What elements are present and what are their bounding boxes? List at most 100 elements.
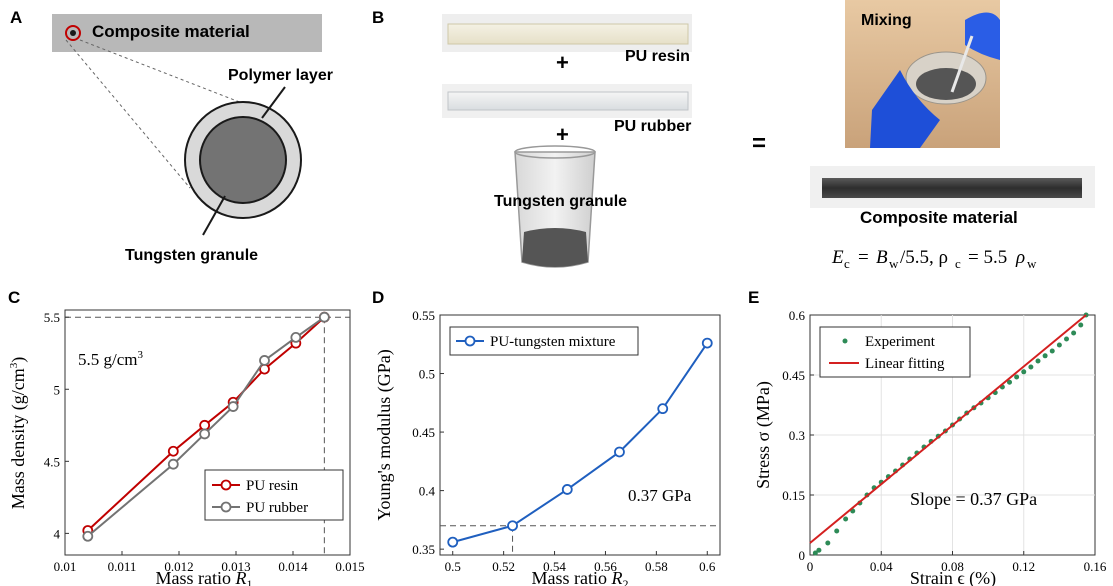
- ytick-label-d-1: 0.4: [419, 484, 436, 499]
- formula-eq2: = 5.5: [968, 247, 1007, 268]
- ytick-label-d-2: 0.45: [412, 425, 435, 440]
- ytick-label-e-3: 0.45: [782, 368, 805, 383]
- ytick-label-c-1: 4.5: [44, 454, 60, 469]
- xtick-label-d-5: 0.6: [699, 559, 716, 574]
- point-d-0-1: [507, 520, 518, 532]
- scatter-point-e-32: [1042, 353, 1048, 359]
- annotation-d: 0.37 GPa: [628, 486, 692, 505]
- formula-rc-sub: c: [955, 256, 961, 271]
- chart-stress-strain: 0 0.04 0.08 0.12 0.16 0 0.15 0.3 0.45 0.6 Slope =…: [753, 308, 1107, 586]
- ylabel-e: Stress σ (MPa): [753, 381, 774, 489]
- plus-sign-2: +: [556, 122, 569, 147]
- banner-label: Composite material: [92, 22, 250, 41]
- ticks-e: 0 0.04 0.08 0.12 0.16 0 0.15 0.3 0.45 0.6: [782, 308, 1107, 574]
- ytick-label-e-2: 0.3: [789, 428, 805, 443]
- xtick-label-e-4: 0.16: [1084, 559, 1107, 574]
- scatter-point-e-3: [834, 528, 840, 534]
- legend-d-mixture: PU-tungsten mixture: [490, 334, 616, 350]
- tungsten-powder: [522, 228, 588, 267]
- point-d-0-3: [614, 446, 625, 458]
- xtick-label-c-3: 0.013: [221, 559, 250, 574]
- point-c-0-2: [199, 419, 211, 431]
- marks-e: [809, 312, 1089, 556]
- annotation-e: Slope = 0.37 GPa: [910, 489, 1037, 509]
- formula-bw-sub: w: [889, 256, 899, 271]
- point-d-0-5: [701, 337, 713, 349]
- scatter-point-e-1: [816, 547, 822, 553]
- xtick-label-c-2: 0.012: [164, 559, 193, 574]
- scatter-point-e-37: [1078, 322, 1084, 328]
- fit-line-e: [809, 314, 1087, 544]
- annotation-c: 5.5 g/cm3: [78, 349, 144, 369]
- ytick-label-e-4: 0.6: [789, 308, 806, 323]
- granule-marker-icon: [65, 25, 81, 41]
- scatter-point-e-29: [1021, 369, 1027, 375]
- composite-strip: [822, 178, 1082, 198]
- point-d-0-2: [561, 484, 573, 495]
- mixing-label: Mixing: [861, 12, 912, 29]
- series-line-d-0: [452, 342, 709, 544]
- granule-pointer: [202, 195, 226, 236]
- scatter-point-e-35: [1064, 336, 1069, 342]
- zoom-line-upper: [79, 39, 261, 111]
- xtick-label-c-5: 0.015: [335, 559, 364, 574]
- xtick-label-c-1: 0.011: [108, 559, 137, 574]
- point-c-1-6: [318, 311, 330, 323]
- scatter-point-e-28: [1014, 374, 1020, 380]
- point-c-1-5: [290, 331, 302, 343]
- formula-bw: B: [876, 247, 888, 268]
- xtick-label-c-4: 0.014: [278, 559, 308, 574]
- point-d-0-0: [447, 536, 459, 548]
- marks-c: [65, 311, 350, 555]
- formula-rho: ρ: [1015, 247, 1025, 268]
- pu-resin-strip: [447, 23, 689, 45]
- tungsten-core-circle: [199, 116, 287, 204]
- ytick-label-d-3: 0.5: [419, 367, 435, 382]
- legend-c-resin: PU resin: [246, 478, 299, 494]
- xtick-label-d-2: 0.54: [543, 559, 566, 574]
- point-c-0-1: [167, 445, 179, 457]
- panel-letter-e: E: [748, 288, 760, 307]
- ytick-label-d-4: 0.55: [412, 308, 435, 323]
- xtick-label-d-1: 0.52: [492, 559, 515, 574]
- chart-mass-density: 0.01 0.011 0.012 0.013 0.014 0.015 4 4.5 5 5.5 5.…: [8, 309, 365, 586]
- composite-schematic: [52, 14, 322, 236]
- ytick-label-c-0: 4: [54, 526, 61, 541]
- plus-sign-1: +: [556, 50, 569, 75]
- pu-rubber-label: PU rubber: [614, 118, 692, 135]
- composite-material-label: Composite material: [860, 208, 1018, 227]
- point-c-1-0: [82, 530, 94, 542]
- ytick-label-d-0: 0.35: [412, 542, 435, 557]
- scatter-point-e-31: [1035, 358, 1041, 364]
- point-c-1-4: [259, 355, 270, 366]
- legend-e-fit: Linear fitting: [865, 356, 945, 372]
- beaker-rim: [514, 145, 596, 159]
- formula-ec-sub: c: [844, 256, 850, 271]
- tungsten-granule-photo-label: Tungsten granule: [494, 193, 628, 210]
- xtick-label-d-0: 0.5: [445, 559, 461, 574]
- granule-dot-icon: [70, 30, 76, 36]
- xlabel-c: Mass ratio R1: [156, 568, 253, 586]
- pu-resin-label: PU resin: [625, 48, 690, 65]
- point-c-1-2: [199, 428, 211, 440]
- ticks-c: 0.01 0.011 0.012 0.013 0.014 0.015 4 4.5 5 5.5: [44, 310, 365, 574]
- panel-letter-d: D: [372, 288, 385, 307]
- tungsten-granule-label: Tungsten granule: [125, 247, 259, 264]
- mixing-content: [916, 68, 976, 100]
- legend-e: Experiment Linear fitting: [819, 326, 971, 378]
- xtick-label-e-0: 0: [807, 559, 814, 574]
- xtick-label-e-3: 0.12: [1012, 559, 1035, 574]
- panel-letter-c: C: [8, 288, 21, 307]
- scatter-point-e-4: [843, 516, 849, 522]
- equals-sign: =: [752, 130, 767, 157]
- scatter-point-e-27: [1007, 379, 1012, 385]
- polymer-layer-label: Polymer layer: [228, 67, 333, 84]
- xtick-label-d-4: 0.58: [645, 559, 668, 574]
- glove-left: [870, 70, 940, 148]
- point-d-0-4: [657, 403, 669, 415]
- legend-c-rubber: PU rubber: [246, 500, 308, 516]
- ytick-label-c-3: 5.5: [44, 310, 60, 325]
- scatter-point-e-30: [1028, 364, 1034, 370]
- ytick-label-e-0: 0: [799, 548, 806, 563]
- scatter-point-e-36: [1071, 330, 1077, 336]
